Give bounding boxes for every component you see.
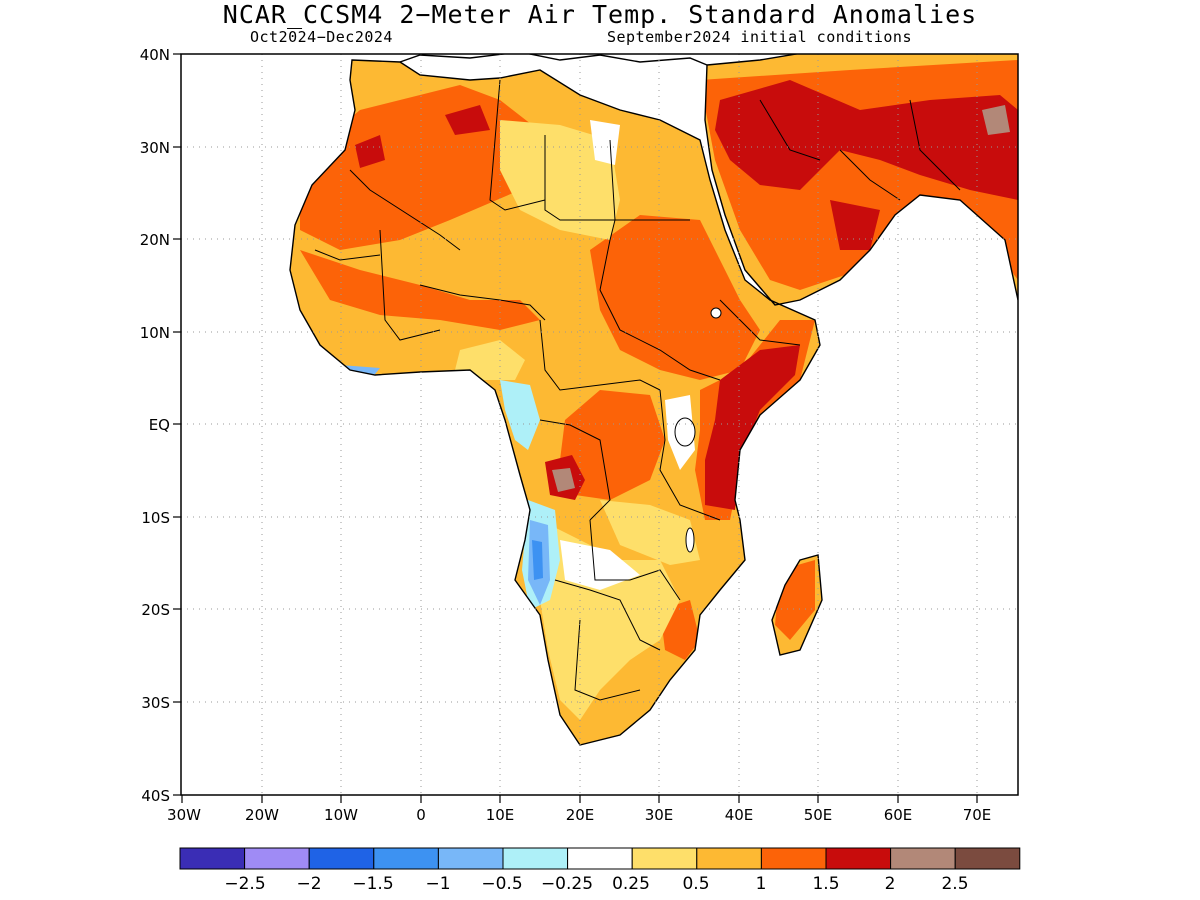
anomaly-cool-gabon <box>500 380 540 450</box>
lat-label: 40S <box>141 787 170 805</box>
colorbar-label: −0.25 <box>541 874 593 894</box>
anomaly-iran-peak <box>982 105 1010 135</box>
colorbar-label: −2 <box>296 874 321 894</box>
anomaly-congo <box>560 390 665 500</box>
colorbar-label: 1.5 <box>812 874 839 894</box>
lon-label: 40E <box>725 806 754 824</box>
anomaly-cool-angola-core <box>532 540 543 580</box>
lon-label: 60E <box>884 806 913 824</box>
lat-label: EQ <box>149 416 170 434</box>
colorbar-label: 0.25 <box>612 874 650 894</box>
initial-conditions: September2024 initial conditions <box>607 28 912 46</box>
anomaly-sahel <box>300 250 540 330</box>
colorbar-label: 2 <box>885 874 896 894</box>
lakes <box>674 307 722 553</box>
lon-label: 50E <box>804 806 833 824</box>
anomaly-neutral-egypt <box>590 120 620 165</box>
colorbar-label: −1 <box>425 874 450 894</box>
colorbar-swatch <box>631 847 698 870</box>
colorbar-swatches <box>179 847 1021 870</box>
lon-label: 0 <box>416 806 426 824</box>
colorbar-swatch <box>760 847 827 870</box>
tick-marks <box>173 53 978 803</box>
anomaly-morocco <box>355 135 385 168</box>
colorbar-label: −1.5 <box>352 874 393 894</box>
longitude-labels: 30W 20W 10W 0 10E 20E 30E 40E 50E 60E 70… <box>167 806 991 824</box>
colorbar-labels: −2.5 −2 −1.5 −1 −0.5 −0.25 0.25 0.5 1 1.… <box>224 874 968 894</box>
colorbar-label: 1 <box>756 874 767 894</box>
anomaly-algeria <box>445 105 490 135</box>
lon-label: 10E <box>486 806 515 824</box>
latitude-labels: 40N 30N 20N 10N EQ 10S 20S 30S 40S <box>140 46 170 805</box>
forecast-period: Oct2024−Dec2024 <box>250 28 393 46</box>
anomaly-gulf-guinea <box>455 340 525 380</box>
anomaly-middle-east <box>715 80 1018 200</box>
coastlines <box>289 54 1018 746</box>
anomaly-angola-peak <box>552 468 575 492</box>
lat-label: 20N <box>140 231 170 249</box>
colorbar-label: −2.5 <box>224 874 265 894</box>
lon-label: 20W <box>245 806 279 824</box>
lon-label: 20E <box>566 806 595 824</box>
colorbar-swatch <box>502 847 569 870</box>
lat-label: 10S <box>141 509 170 527</box>
colorbar-swatch <box>567 847 633 870</box>
colorbar-label: −0.5 <box>481 874 522 894</box>
anomaly-zambia-light <box>600 500 700 565</box>
colorbar-swatch <box>437 847 504 870</box>
colorbar-swatch <box>954 847 1021 870</box>
lat-label: 30S <box>141 694 170 712</box>
colorbar-swatch <box>244 847 310 870</box>
colorbar-label: 2.5 <box>941 874 968 894</box>
lat-label: 20S <box>141 601 170 619</box>
colorbar-swatch <box>179 847 246 870</box>
lat-label: 10N <box>140 324 170 342</box>
colorbar-swatch <box>825 847 892 870</box>
map-title: NCAR_CCSM4 2−Meter Air Temp. Standard An… <box>222 0 978 29</box>
colorbar-swatch <box>696 847 762 870</box>
lon-label: 70E <box>963 806 992 824</box>
lat-label: 30N <box>140 139 170 157</box>
colorbar: −2.5 −2 −1.5 −1 −0.5 −0.25 0.25 0.5 1 1.… <box>179 847 1021 894</box>
anomaly-sudan <box>590 215 760 380</box>
colorbar-swatch <box>890 847 956 870</box>
lon-label: 10W <box>324 806 358 824</box>
lat-label: 40N <box>140 46 170 64</box>
lon-label: 30E <box>645 806 674 824</box>
colorbar-swatch <box>373 847 439 870</box>
country-borders <box>314 79 961 701</box>
colorbar-label: 0.5 <box>682 874 709 894</box>
anomaly-oman <box>830 200 880 250</box>
colorbar-swatch <box>308 847 375 870</box>
anomaly-libya-light <box>500 120 620 240</box>
lon-label: 30W <box>167 806 201 824</box>
